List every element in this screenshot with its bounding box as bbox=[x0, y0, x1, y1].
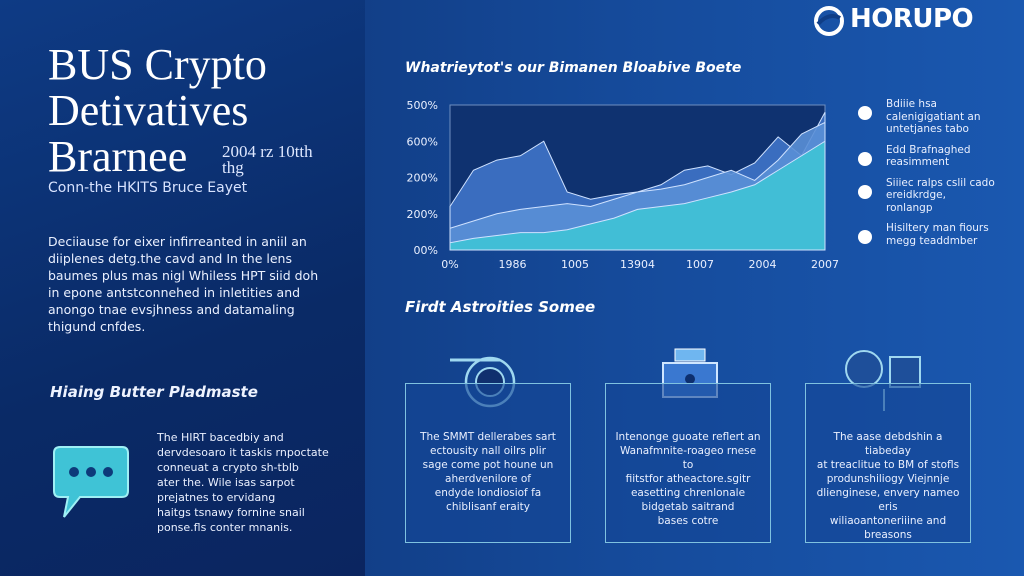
x-tick-label: 1007 bbox=[686, 258, 714, 271]
text-line: bases cotre bbox=[657, 515, 719, 527]
text-line: Edd Brafnaghed bbox=[886, 143, 971, 156]
legend-dot bbox=[858, 184, 872, 199]
text-line: thigund cnfdes. bbox=[48, 319, 146, 334]
text-line: Deciiause for eixer infirreanted in anii… bbox=[48, 234, 307, 249]
legend-text: Bdiiie hsa calenigigatiant an untetjanes t… bbox=[886, 98, 981, 136]
section-text: The HIRT bacedbiy and dervdesoaro it task… bbox=[157, 430, 329, 535]
legend-item: Siiiec ralps cslil cado ereidkrdge, ronlan… bbox=[858, 177, 995, 215]
area bbox=[449, 140, 826, 251]
text-line: Bdiiie hsa bbox=[886, 98, 937, 110]
text-line: The SMMT dellerabes sart bbox=[420, 431, 556, 443]
text-line: diiplenes detg.the cavd and In the lens bbox=[48, 251, 292, 266]
text-line: ereidkrdge, bbox=[886, 189, 946, 201]
text-line: easetting chrenlonale bbox=[630, 487, 746, 499]
legend-dot bbox=[858, 151, 872, 166]
text-line: prejatnes to ervidang bbox=[157, 491, 276, 504]
legend-text: Edd Brafnaghed reasimment bbox=[886, 144, 971, 169]
legend-item: Edd Brafnaghed reasimment bbox=[858, 144, 995, 169]
text-line: baumes plus mas nigl Whiless HPT siid do… bbox=[48, 268, 319, 283]
title-line: Detivatives bbox=[48, 86, 249, 135]
y-tick-label: 500% bbox=[407, 99, 438, 112]
x-tick-label: 1005 bbox=[561, 258, 589, 271]
text-line: produnshiliogy Viejnnje bbox=[826, 473, 950, 485]
legend-dot bbox=[858, 230, 872, 244]
text-line: untetjanes tabo bbox=[886, 123, 969, 135]
x-tick-label: 0% bbox=[441, 258, 458, 271]
x-tick-label: 1986 bbox=[499, 258, 527, 271]
text-line: calenigigatiant an bbox=[886, 110, 981, 123]
text-line: endyde londiosiof fa bbox=[434, 487, 542, 499]
text-line: haitgs tsnawy fornine snail bbox=[157, 506, 305, 519]
y-tick-label: 200% bbox=[407, 208, 438, 221]
text-line: Wanafmnite-roageo rnese to bbox=[619, 445, 757, 471]
card: Intenonge guoate reflert an Wanafmnite-ro… bbox=[605, 383, 771, 543]
x-tick-label: 2004 bbox=[749, 258, 777, 271]
text-line: aherdvenilore of bbox=[445, 473, 531, 485]
title-line: BUS Crypto bbox=[48, 40, 267, 89]
logo: HORUPO bbox=[850, 4, 974, 34]
y-tick-label: 600% bbox=[407, 135, 438, 148]
text-line: ponse.fls conter mnanis. bbox=[157, 521, 293, 534]
text-line: Siiiec ralps cslil cado bbox=[886, 176, 995, 189]
logo-icon bbox=[814, 6, 844, 36]
text-line: conneuat a crypto sh-tblb bbox=[157, 461, 299, 474]
x-tick-label: 13904 bbox=[620, 258, 655, 271]
text-line: wiliaoantoneriiine and breasons bbox=[829, 515, 947, 541]
text-line: ectousity nall oilrs plir bbox=[430, 445, 546, 457]
legend-item: Hisiltery man fiours megg teaddmber bbox=[858, 222, 995, 247]
text-line: dervdesoaro it taskis rnpoctate bbox=[157, 446, 329, 459]
chat-icon bbox=[53, 446, 129, 518]
card: The aase debdshin a tiabeday at treaclitu… bbox=[805, 383, 971, 543]
title-line: Brarnee bbox=[48, 132, 188, 181]
text-line: in epone antstconnehed in inletities and bbox=[48, 285, 301, 300]
chart-title: Whatrieytot's our Bimanen Bloabive Boete bbox=[405, 60, 742, 76]
text-line: dlienginese, envery nameo eris bbox=[816, 487, 960, 513]
chart: 500% 600% 200% 200% 00%0% 1986 1005 13904 1007 20… bbox=[407, 99, 839, 271]
text-line: bidgetab saitrand bbox=[641, 501, 735, 513]
text-line: sage come pot houne un bbox=[422, 459, 554, 471]
text-line: ronlangp bbox=[886, 201, 933, 214]
text-line: Intenonge guoate reflert an bbox=[615, 431, 761, 443]
text-line: ater the. Wile isas sarpot bbox=[157, 476, 295, 489]
text-line: The aase debdshin a tiabeday bbox=[833, 431, 943, 457]
section-title: Hiaing Butter Pladmaste bbox=[50, 383, 258, 401]
text-line: fiitstfor atheactore.sgitr bbox=[625, 473, 751, 485]
card: The SMMT dellerabes sart ectousity nall o… bbox=[405, 383, 571, 543]
y-tick-label: 00% bbox=[414, 244, 438, 257]
text-line: The HIRT bacedbiy and bbox=[157, 431, 284, 444]
note-line: 2004 rz 10tth bbox=[222, 142, 313, 161]
text-line: at treaclitue to BM of stofls bbox=[816, 459, 960, 471]
legend-item: Bdiiie hsa calenigigatiant an untetjanes t… bbox=[858, 98, 995, 136]
note-line: thg bbox=[222, 158, 244, 177]
legend-text: Hisiltery man fiours megg teaddmber bbox=[886, 222, 989, 247]
text-line: megg teaddmber bbox=[886, 234, 978, 247]
legend-dot bbox=[858, 106, 872, 120]
text-line: Hisiltery man fiours bbox=[886, 222, 989, 234]
subtitle: Conn-the HKITS Bruce Eayet bbox=[48, 180, 248, 196]
x-tick-label: 2007 bbox=[811, 258, 839, 271]
y-tick-label: 200% bbox=[407, 172, 438, 185]
text-line: reasimment bbox=[886, 156, 950, 168]
legend-text: Siiiec ralps cslil cado ereidkrdge, ronlan… bbox=[886, 177, 995, 215]
text-line: anongo tnae evsjhness and datamaling bbox=[48, 302, 295, 317]
legend: Bdiiie hsa calenigigatiant an untetjanes t… bbox=[858, 98, 995, 255]
text-line: chiblisanf eraity bbox=[446, 501, 530, 513]
title-note: 2004 rz 10tth thg bbox=[222, 142, 313, 177]
intro: Deciiause for eixer infirreanted in anii… bbox=[48, 233, 318, 335]
section-title: Firdt Astroities Somee bbox=[405, 298, 596, 316]
title: BUS Crypto Detivatives Brarnee bbox=[48, 42, 267, 180]
